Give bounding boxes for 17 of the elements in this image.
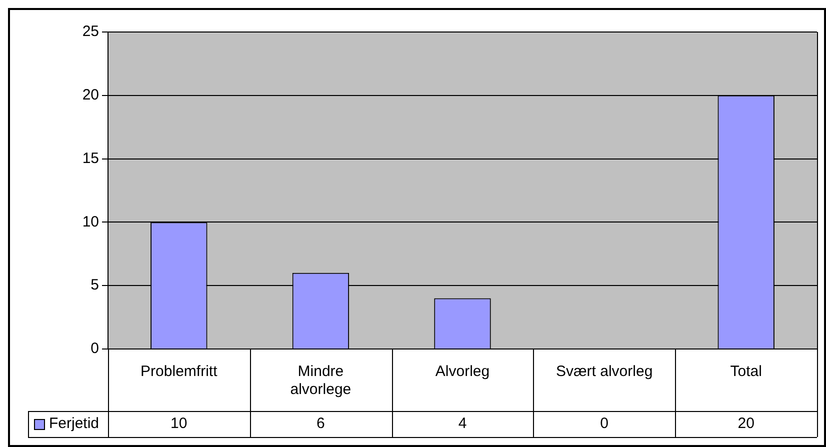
data-label: 10: [170, 415, 188, 432]
y-tick-label: 10: [82, 213, 99, 230]
y-tick-label: 20: [82, 86, 99, 104]
y-tick-label: 25: [82, 23, 99, 40]
y-tick-label: 0: [90, 340, 99, 358]
x-tick-label: Svært alvorleg: [556, 363, 653, 380]
x-tick-label: Alvorleg: [435, 363, 490, 380]
x-tick-label: Mindre alvorlege: [290, 363, 352, 398]
data-label: 20: [738, 415, 754, 432]
y-tick-label: 15: [82, 150, 99, 167]
data-label: 4: [458, 415, 467, 432]
x-tick-label: Problemfritt: [140, 363, 218, 380]
legend-label: Ferjetid: [49, 415, 100, 432]
data-label: 0: [600, 415, 608, 432]
data-label: 6: [316, 415, 325, 432]
y-tick-label: 5: [90, 276, 99, 294]
x-tick-label: Total: [730, 363, 762, 380]
